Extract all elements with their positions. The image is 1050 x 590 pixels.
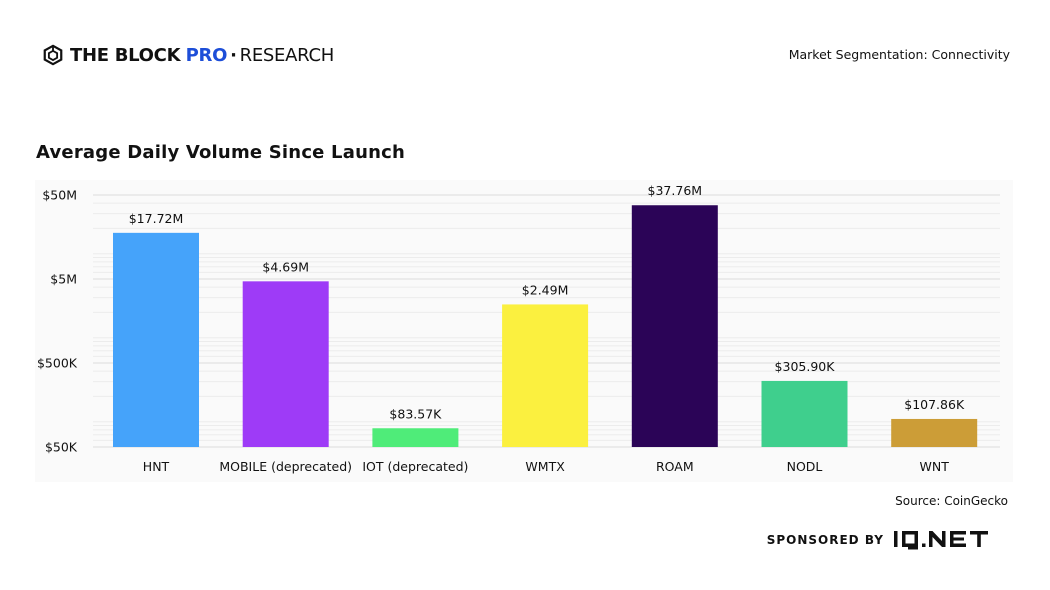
sponsor-block: SPONSORED BY	[767, 530, 1012, 550]
x-tick-label: HNT	[143, 459, 170, 474]
bar-value-label: $37.76M	[648, 183, 703, 198]
io-net-logo-icon	[894, 531, 988, 550]
source-note: Source: CoinGecko	[895, 494, 1008, 508]
bar-value-label: $2.49M	[522, 282, 569, 297]
bar	[631, 205, 718, 447]
brand-header: THE BLOCK PRO · RESEARCH	[42, 44, 334, 66]
bar	[891, 418, 978, 447]
y-tick-label: $50K	[45, 440, 78, 455]
bar	[502, 304, 589, 447]
brand-pro-text: PRO	[185, 44, 228, 66]
brand-main-text: THE BLOCK	[70, 44, 181, 66]
x-tick-label: IOT (deprecated)	[362, 459, 468, 474]
x-tick-label: WMTX	[525, 459, 565, 474]
chart-title: Average Daily Volume Since Launch	[36, 142, 405, 163]
market-segment-label: Market Segmentation: Connectivity	[788, 47, 1010, 62]
bar-value-label: $305.90K	[775, 359, 836, 374]
bar	[372, 428, 459, 447]
x-tick-label: ROAM	[656, 459, 694, 474]
brand-research-text: RESEARCH	[239, 44, 335, 66]
x-tick-label: WNT	[920, 459, 950, 474]
bar-value-label: $4.69M	[262, 259, 309, 274]
the-block-logo-icon	[43, 44, 63, 66]
bar-value-label: $17.72M	[129, 211, 184, 226]
bar	[242, 281, 329, 447]
x-tick-label: MOBILE (deprecated)	[219, 459, 352, 474]
y-tick-label: $50M	[42, 188, 77, 203]
bar-value-label: $83.57K	[389, 406, 442, 421]
y-tick-label: $500K	[37, 356, 78, 371]
bar	[113, 232, 199, 447]
sponsored-by-label: SPONSORED BY	[766, 533, 884, 547]
brand-separator: ·	[230, 44, 237, 66]
x-tick-label: NODL	[787, 459, 823, 474]
bar-value-label: $107.86K	[904, 397, 965, 412]
y-tick-label: $5M	[50, 272, 77, 287]
bar	[761, 380, 848, 447]
